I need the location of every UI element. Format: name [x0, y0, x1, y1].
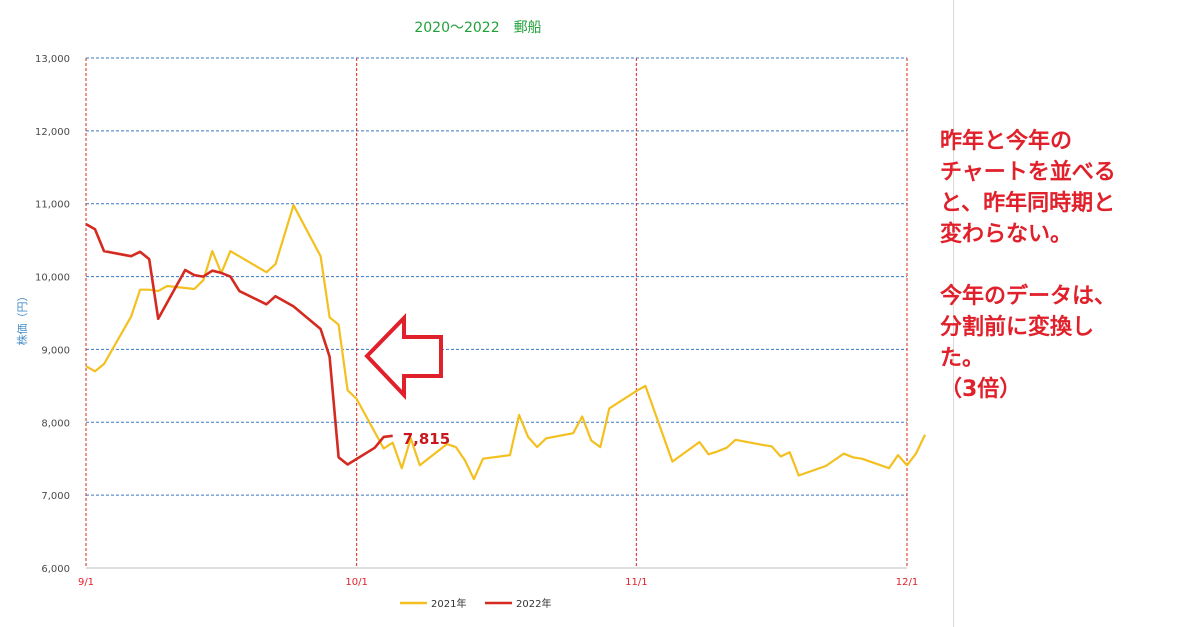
note-line: た。 — [940, 346, 985, 371]
left-arrow-icon — [364, 313, 443, 401]
series-line-2021 — [85, 204, 926, 481]
note-line — [940, 250, 1185, 281]
note-line: チャートを並べる — [940, 160, 1116, 185]
chart-panel: 2020～2022 郵船株価（円） 13,000 12,000 11,000 10,00… — [15, 0, 954, 627]
y-tick-label: 6,000 — [41, 564, 70, 575]
note-line: （3倍） — [940, 377, 1022, 402]
last-value-label: 7,815 — [403, 430, 450, 448]
y-tick-label: 13,000 — [35, 54, 70, 65]
y-axis-label: 株価（円） — [15, 291, 29, 346]
chart-title: 2020～2022 郵船 — [414, 20, 541, 36]
series-line-2022 — [85, 222, 393, 466]
legend-label-2021: 2021年 — [431, 597, 466, 610]
x-tick-label: 12/1 — [896, 577, 918, 588]
x-tick-label: 9/1 — [78, 577, 94, 588]
annotation-note: 昨年と今年のチャートを並べる と、昨年同時期と 変わらない。今年のデータは、 分割前に… — [940, 126, 1185, 405]
y-tick-label: 12,000 — [35, 127, 70, 138]
note-line: と、昨年同時期と — [940, 191, 1116, 216]
note-line: 変わらない。 — [940, 222, 1073, 247]
legend-label-2022: 2022年 — [516, 597, 551, 610]
x-tick-label: 10/1 — [345, 577, 367, 588]
y-tick-label: 8,000 — [41, 418, 70, 429]
note-line: 分割前に変換し — [940, 315, 1095, 340]
x-tick-label: 11/1 — [625, 577, 647, 588]
y-tick-label: 11,000 — [35, 200, 70, 211]
note-line: 昨年と今年の — [940, 129, 1073, 154]
y-tick-label: 9,000 — [41, 345, 70, 356]
y-tick-label: 10,000 — [35, 273, 70, 284]
note-line: 今年のデータは、 — [940, 284, 1117, 309]
y-tick-label: 7,000 — [41, 491, 70, 502]
